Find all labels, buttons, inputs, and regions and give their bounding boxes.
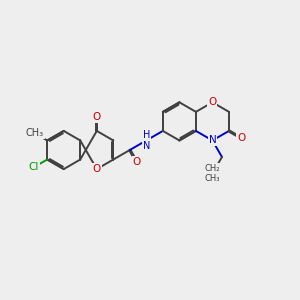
Text: CH₃: CH₃: [26, 128, 44, 138]
Text: O: O: [237, 133, 245, 143]
Text: H
N: H N: [143, 130, 150, 151]
Text: CH₂
CH₃: CH₂ CH₃: [205, 164, 220, 183]
Text: N: N: [208, 136, 216, 146]
Text: O: O: [93, 164, 101, 174]
Text: O: O: [93, 112, 101, 122]
Text: O: O: [208, 97, 217, 107]
Text: O: O: [133, 157, 141, 167]
Text: Cl: Cl: [28, 162, 39, 172]
